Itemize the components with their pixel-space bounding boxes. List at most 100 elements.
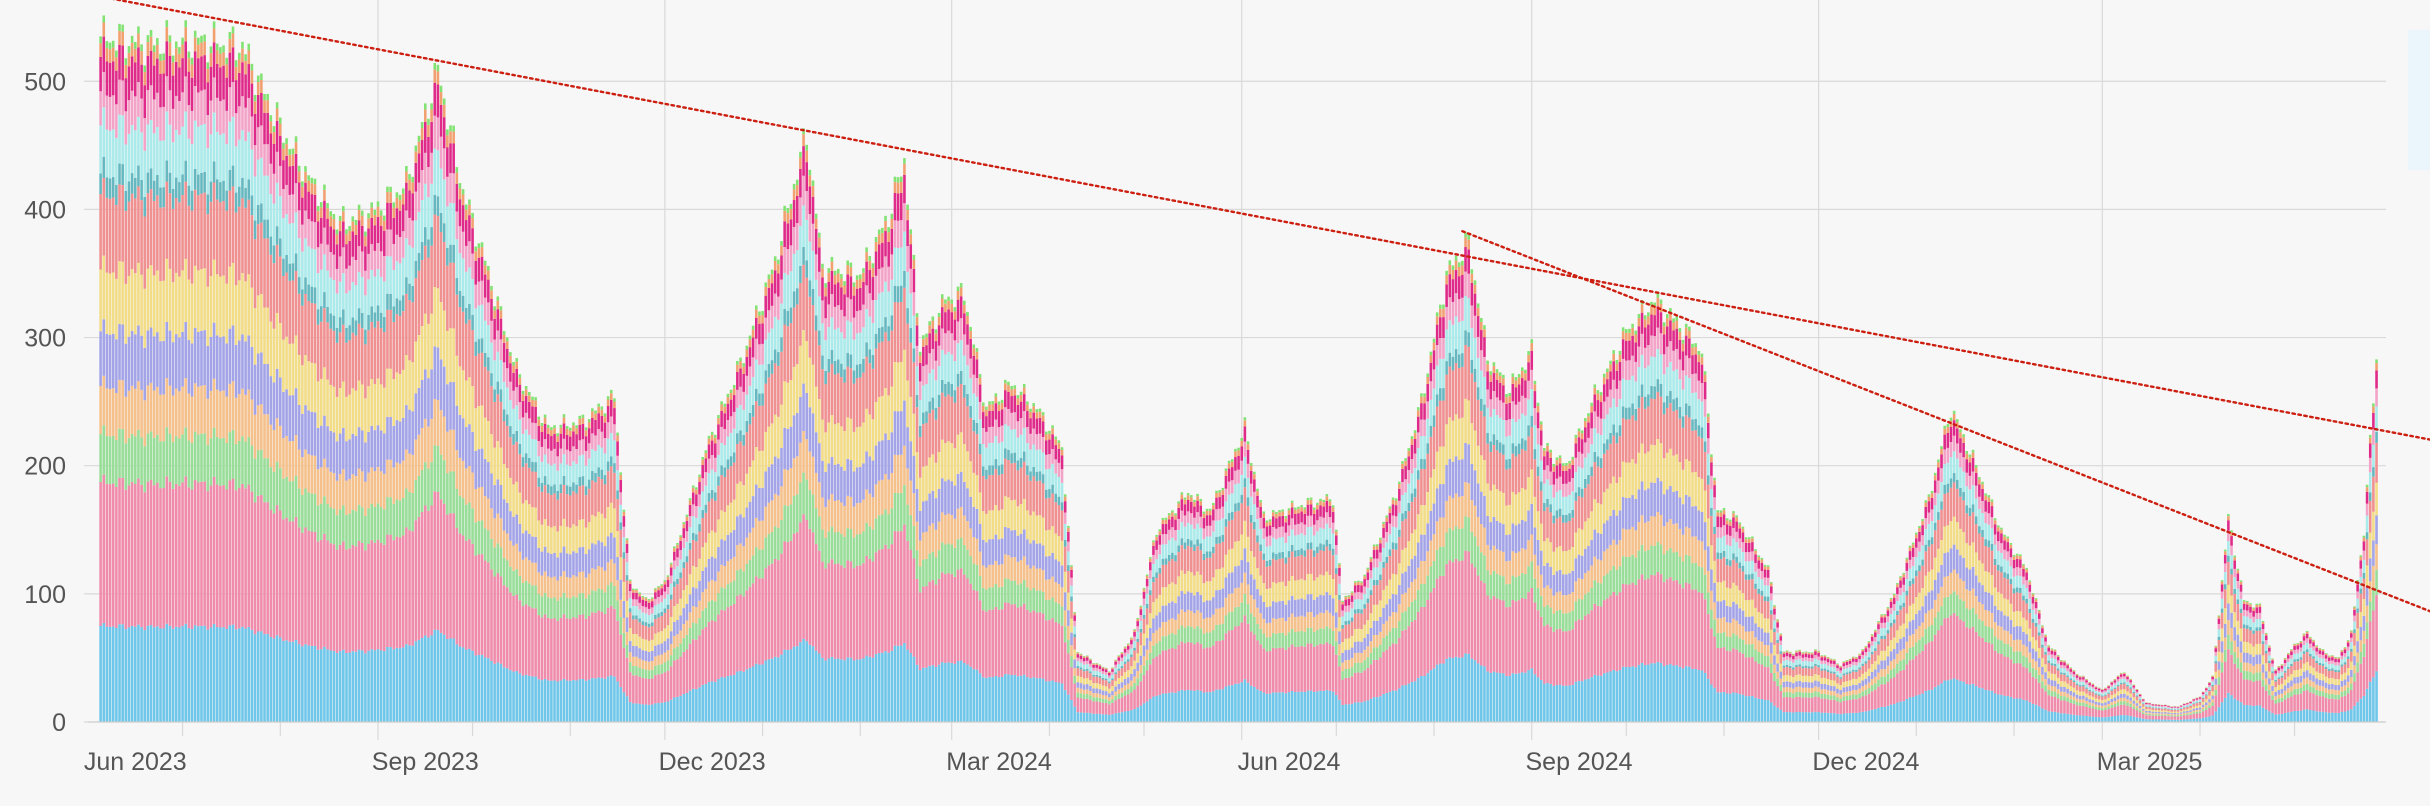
bar-segment xyxy=(1215,520,1218,537)
bar-segment xyxy=(446,147,449,177)
bar-segment xyxy=(360,650,364,722)
bar-segment xyxy=(732,674,736,722)
bar-segment xyxy=(915,366,919,395)
bar-segment xyxy=(1130,656,1133,667)
bar-segment xyxy=(1221,506,1225,519)
bar-segment xyxy=(840,363,843,378)
bar-segment xyxy=(553,425,556,429)
bar-segment xyxy=(156,174,159,196)
bar-segment xyxy=(1041,545,1045,571)
bar-segment xyxy=(912,656,916,722)
bar-segment xyxy=(1111,671,1114,675)
bar-segment xyxy=(1253,504,1256,522)
bar-segment xyxy=(988,404,991,411)
bar-segment xyxy=(304,644,307,722)
bar-segment xyxy=(1111,678,1114,681)
bar-segment xyxy=(1240,474,1244,495)
bar-segment xyxy=(947,309,950,331)
bar-segment xyxy=(228,190,232,267)
bar-segment xyxy=(852,295,856,318)
bar-segment xyxy=(562,571,566,593)
bar-segment xyxy=(669,564,673,568)
bar-segment xyxy=(357,427,361,469)
bar-segment xyxy=(638,609,641,619)
bar-segment xyxy=(1048,468,1051,490)
bar-segment xyxy=(241,41,244,49)
bar-segment xyxy=(625,644,629,658)
bar-segment xyxy=(890,218,894,229)
bar-segment xyxy=(862,304,865,328)
bar-segment xyxy=(909,244,913,269)
bar-segment xyxy=(540,491,544,525)
bar-segment xyxy=(641,638,645,651)
bar-segment xyxy=(959,283,963,288)
bar-segment xyxy=(534,608,537,677)
bar-segment xyxy=(540,575,544,597)
bar-segment xyxy=(187,339,191,394)
bar-segment xyxy=(865,309,868,343)
bar-segment xyxy=(619,522,623,530)
bar-segment xyxy=(1048,681,1051,722)
bar-segment xyxy=(509,426,512,438)
bar-segment xyxy=(1290,644,1294,692)
bar-segment xyxy=(1202,517,1206,529)
bar-segment xyxy=(553,597,556,619)
bar-segment xyxy=(1256,491,1259,496)
bar-segment xyxy=(635,675,638,704)
bar-segment xyxy=(253,94,257,102)
bar-segment xyxy=(398,421,402,464)
bar-segment xyxy=(338,231,342,257)
bar-segment xyxy=(985,479,988,514)
bar-segment xyxy=(1029,515,1032,544)
bar-segment xyxy=(171,188,175,209)
bar-segment xyxy=(490,508,493,539)
bar-segment xyxy=(647,678,651,705)
bar-segment xyxy=(1048,529,1051,557)
bar-segment xyxy=(159,73,162,108)
bar-segment xyxy=(424,369,427,419)
bar-segment xyxy=(685,603,689,621)
bar-segment xyxy=(695,489,698,495)
bar-segment xyxy=(234,146,238,193)
bar-segment xyxy=(241,388,244,437)
bar-segment xyxy=(783,205,786,211)
bar-segment xyxy=(824,660,827,722)
bar-segment xyxy=(171,342,175,396)
bar-segment xyxy=(269,133,273,164)
bar-segment xyxy=(1076,697,1080,713)
bar-segment xyxy=(156,482,159,627)
bar-segment xyxy=(1180,522,1184,539)
bar-segment xyxy=(1294,509,1297,514)
bar-segment xyxy=(162,207,165,281)
bar-segment xyxy=(354,320,358,336)
bar-segment xyxy=(887,232,890,242)
bar-segment xyxy=(1253,556,1256,580)
bar-segment xyxy=(833,464,837,501)
bar-segment xyxy=(285,214,288,255)
bar-segment xyxy=(1234,683,1237,722)
bar-segment xyxy=(471,228,474,254)
bar-segment xyxy=(543,476,547,486)
bar-segment xyxy=(748,385,752,413)
bar-segment xyxy=(550,465,553,487)
bar-segment xyxy=(272,638,276,722)
bar-segment xyxy=(600,513,604,543)
bar-segment xyxy=(1000,509,1004,539)
bar-segment xyxy=(770,658,774,722)
bar-segment xyxy=(565,680,569,722)
bar-segment xyxy=(458,183,462,189)
bar-segment xyxy=(884,220,887,232)
bar-segment xyxy=(947,296,950,301)
bar-segment xyxy=(496,381,500,395)
bar-segment xyxy=(1196,591,1199,611)
bar-segment xyxy=(1190,572,1193,593)
bar-segment xyxy=(228,87,232,122)
bar-segment xyxy=(912,348,916,363)
bar-segment xyxy=(1256,568,1259,590)
bar-segment xyxy=(1089,673,1092,681)
bar-segment xyxy=(890,544,894,651)
bar-segment xyxy=(896,220,900,248)
bar-segment xyxy=(108,334,112,390)
bar-segment xyxy=(222,52,225,66)
bar-segment xyxy=(874,275,878,301)
